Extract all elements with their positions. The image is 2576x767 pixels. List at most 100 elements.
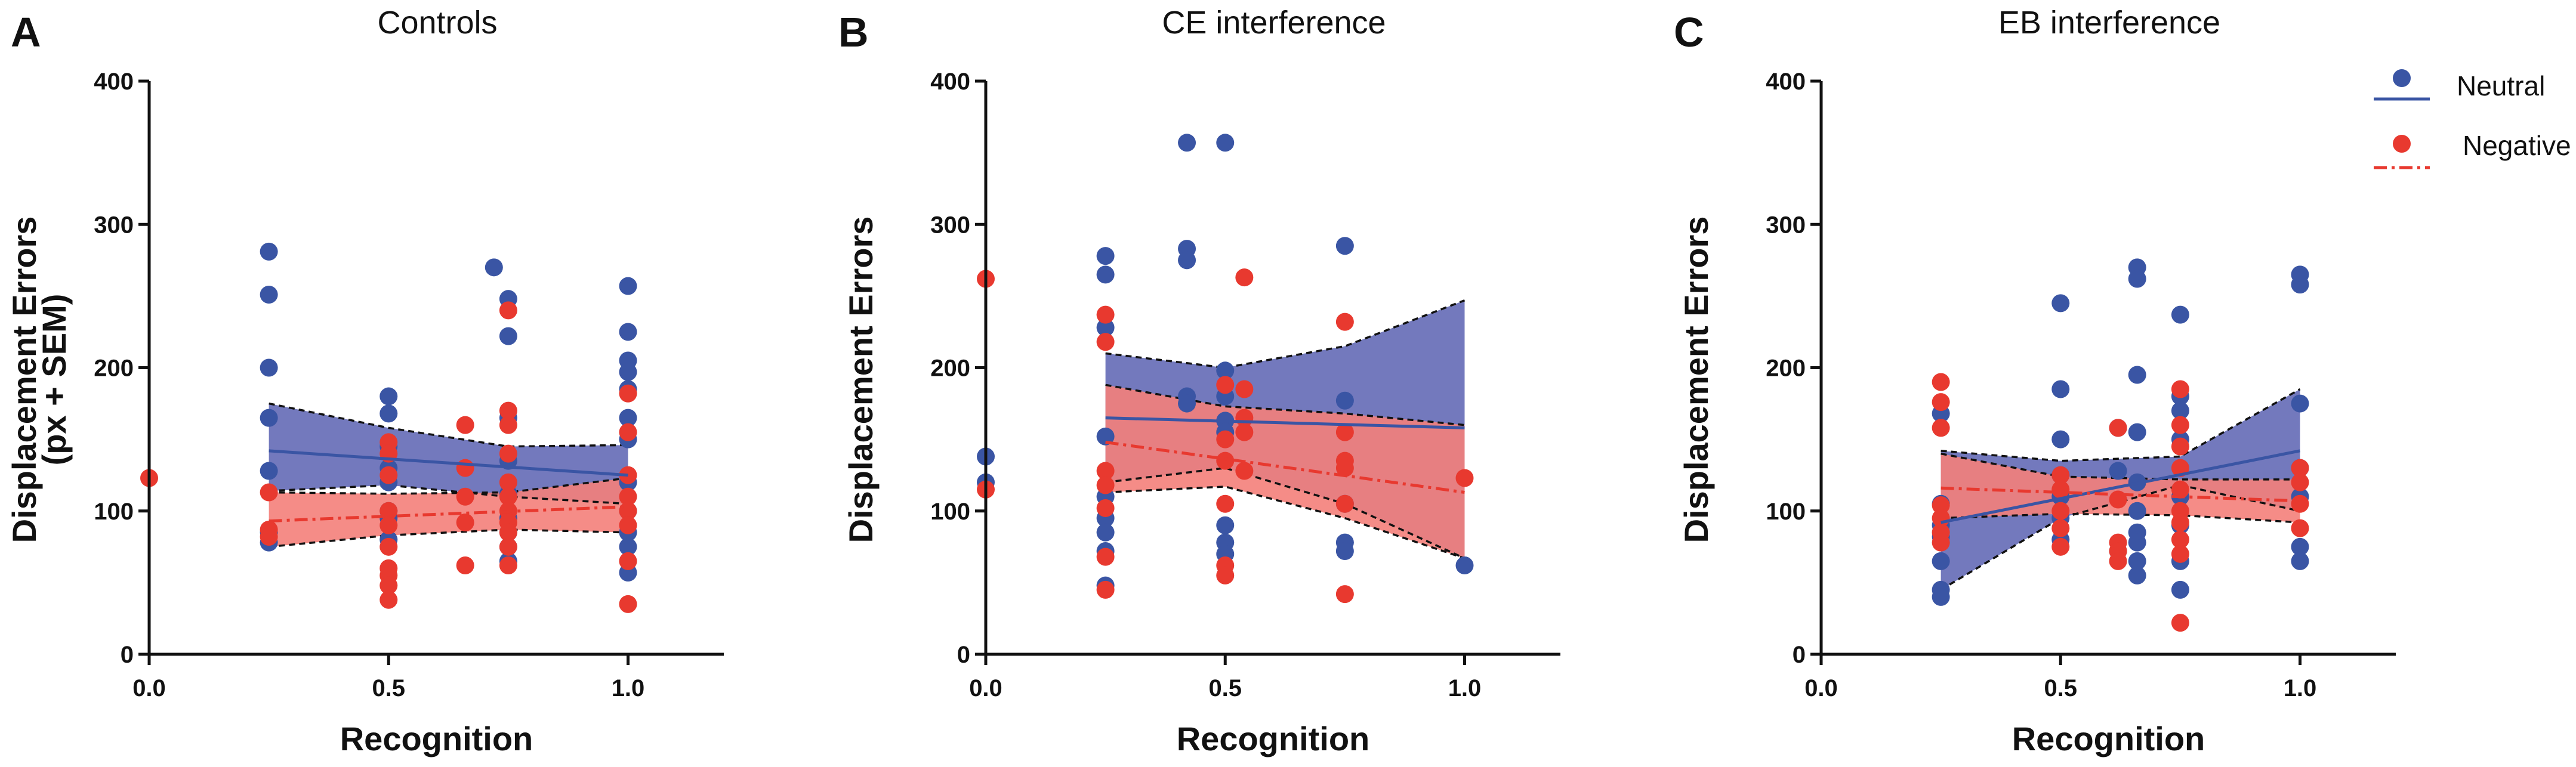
point-negative bbox=[260, 527, 278, 546]
point-negative bbox=[2171, 416, 2189, 434]
point-neutral bbox=[380, 387, 398, 406]
point-negative bbox=[2171, 614, 2189, 632]
point-neutral bbox=[260, 462, 278, 480]
point-negative bbox=[1216, 451, 1235, 470]
legend-neutral-marker bbox=[2393, 69, 2411, 87]
y-tick-label: 0 bbox=[121, 642, 134, 668]
point-neutral bbox=[1455, 556, 1474, 575]
point-negative bbox=[2051, 502, 2070, 520]
point-neutral bbox=[1932, 587, 1950, 606]
y-tick-label: 0 bbox=[1793, 642, 1806, 668]
point-neutral bbox=[260, 285, 278, 304]
fit-line-neutral bbox=[1941, 449, 2300, 524]
point-negative bbox=[499, 416, 517, 434]
legend: Neutral Negative bbox=[2374, 69, 2571, 169]
point-neutral bbox=[260, 358, 278, 377]
ci-bound-neutral bbox=[1940, 484, 2300, 591]
point-neutral bbox=[260, 409, 278, 427]
y-axis-label: Displacement Errors bbox=[1677, 217, 1715, 543]
fit-line-neutral bbox=[1105, 416, 1465, 429]
point-negative bbox=[1335, 585, 1354, 604]
point-negative bbox=[456, 487, 474, 506]
point-negative bbox=[2171, 530, 2189, 549]
point-neutral bbox=[2171, 401, 2189, 420]
point-neutral bbox=[2128, 502, 2146, 520]
point-neutral bbox=[1335, 237, 1354, 255]
point-neutral bbox=[1096, 427, 1115, 446]
point-negative bbox=[1235, 423, 1254, 441]
ci-bound-neutral bbox=[1941, 388, 2301, 462]
point-neutral bbox=[2109, 462, 2127, 480]
chart-title: CE interference bbox=[1162, 5, 1386, 41]
point-neutral bbox=[2051, 294, 2070, 313]
point-negative bbox=[2171, 380, 2189, 398]
point-neutral bbox=[619, 363, 637, 381]
y-tick-label: 200 bbox=[1766, 355, 1806, 382]
point-negative bbox=[1235, 380, 1254, 398]
fit-line-negative bbox=[269, 505, 628, 523]
panel-c: C EB interference Displacement Errors Recog… bbox=[1674, 5, 2571, 757]
point-negative bbox=[499, 523, 517, 542]
x-tick-label: 1.0 bbox=[612, 675, 645, 701]
y-tick-label: 400 bbox=[94, 69, 134, 95]
ci-bound-neutral bbox=[269, 402, 628, 448]
ci-bound-negative bbox=[269, 528, 628, 548]
point-neutral bbox=[2051, 430, 2070, 449]
point-neutral bbox=[499, 327, 517, 345]
point-neutral bbox=[1096, 318, 1115, 337]
panel-letter: A bbox=[11, 9, 41, 55]
point-neutral bbox=[1096, 265, 1115, 284]
point-negative bbox=[1235, 268, 1254, 287]
point-negative bbox=[2171, 480, 2189, 499]
legend-negative-marker bbox=[2393, 135, 2411, 153]
point-negative bbox=[2051, 519, 2070, 537]
point-negative bbox=[1932, 419, 1950, 437]
point-negative bbox=[380, 590, 398, 609]
point-negative bbox=[619, 384, 637, 403]
point-negative bbox=[1932, 373, 1950, 391]
point-neutral bbox=[1216, 361, 1235, 380]
point-neutral bbox=[485, 258, 503, 277]
point-negative bbox=[1335, 423, 1354, 441]
point-negative bbox=[456, 416, 474, 434]
point-negative bbox=[1335, 313, 1354, 331]
point-negative bbox=[1335, 494, 1354, 513]
point-negative bbox=[499, 401, 517, 420]
x-tick-label: 1.0 bbox=[2284, 675, 2317, 701]
point-neutral bbox=[619, 537, 637, 556]
point-neutral bbox=[619, 277, 637, 295]
point-negative bbox=[619, 552, 637, 570]
point-negative bbox=[1096, 462, 1115, 480]
panel-letter: B bbox=[838, 9, 869, 55]
point-neutral bbox=[1335, 542, 1354, 561]
point-neutral bbox=[619, 323, 637, 341]
point-neutral bbox=[1178, 251, 1196, 270]
point-negative bbox=[380, 516, 398, 534]
point-negative bbox=[619, 595, 637, 613]
panel-a: A Controls Displacement Errors(px + SEM) Re… bbox=[5, 5, 724, 757]
x-tick-label: 1.0 bbox=[1448, 675, 1482, 701]
y-tick-label: 300 bbox=[94, 212, 134, 238]
point-neutral bbox=[2128, 270, 2146, 288]
point-negative bbox=[260, 483, 278, 502]
point-negative bbox=[619, 502, 637, 520]
point-negative bbox=[1096, 580, 1115, 599]
point-negative bbox=[499, 487, 517, 506]
legend-negative-label: Negative bbox=[2463, 130, 2571, 161]
point-negative bbox=[619, 487, 637, 506]
point-neutral bbox=[380, 404, 398, 423]
point-negative bbox=[456, 556, 474, 575]
x-tick-label: 0.5 bbox=[2044, 675, 2077, 701]
point-neutral bbox=[2128, 533, 2146, 552]
ci-bound-neutral bbox=[1105, 299, 1466, 369]
ci-bound-neutral bbox=[1105, 466, 1466, 559]
point-neutral bbox=[1178, 394, 1196, 413]
x-tick-label: 0.5 bbox=[372, 675, 405, 701]
y-tick-label: 0 bbox=[957, 642, 970, 668]
y-tick-label: 300 bbox=[1766, 212, 1806, 238]
point-neutral bbox=[260, 242, 278, 261]
point-negative bbox=[1932, 496, 1950, 515]
fit-line-negative bbox=[1941, 486, 2300, 503]
point-negative bbox=[2291, 473, 2309, 491]
